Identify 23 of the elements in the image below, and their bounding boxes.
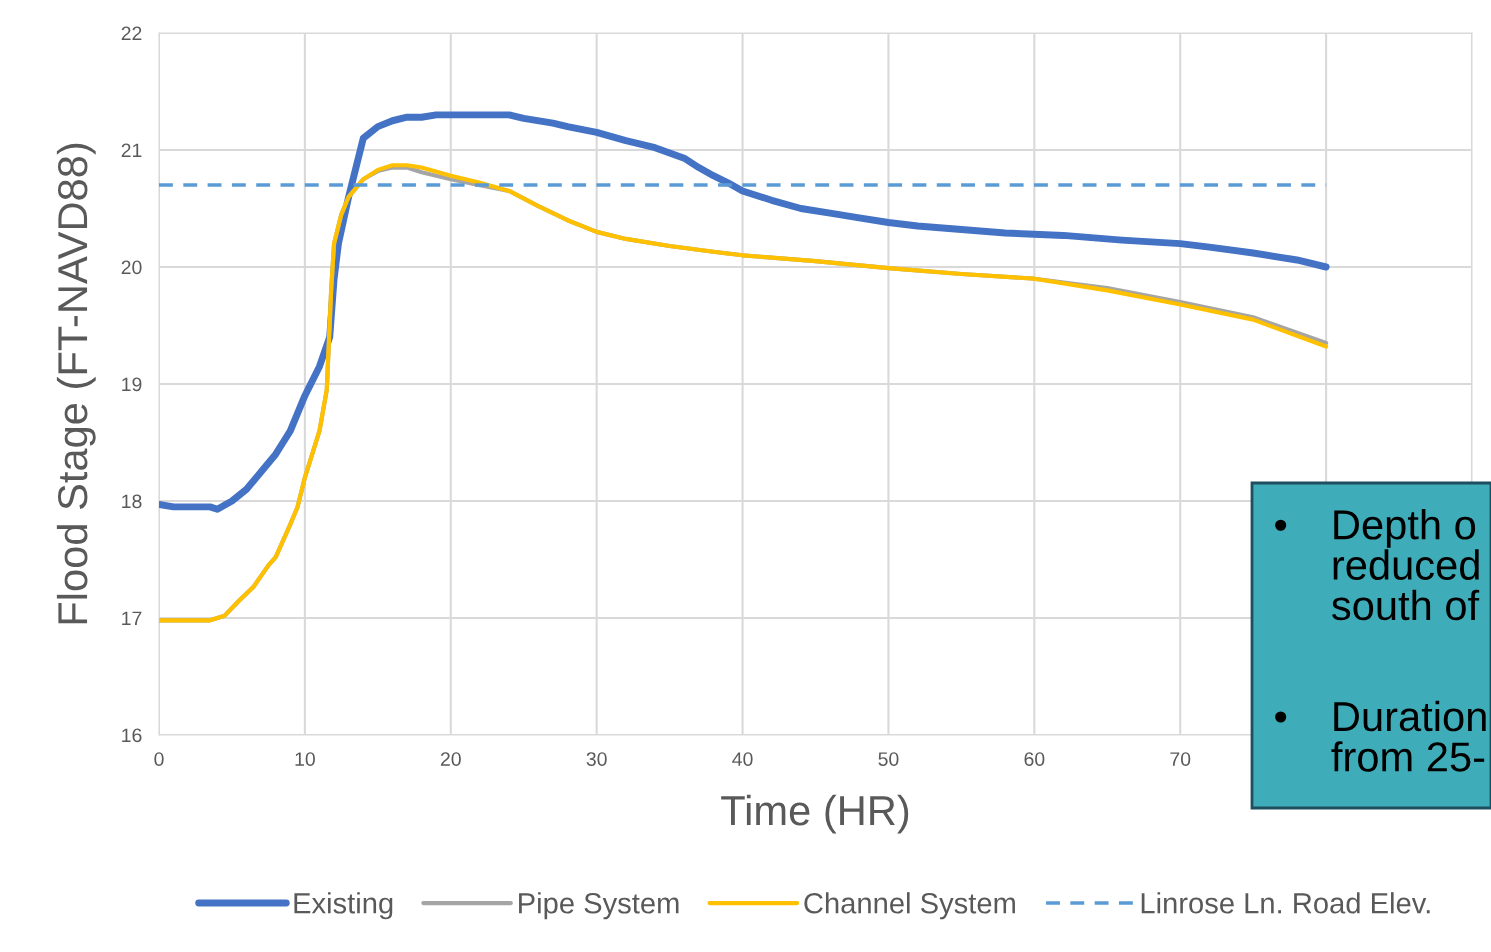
y-tick-label: 19: [122, 377, 142, 392]
legend-label: Channel System: [804, 892, 1015, 920]
legend-label: Existing: [294, 892, 393, 920]
annotation: Depth o reduced south of: [1332, 509, 1480, 621]
y-tick-label: 16: [122, 728, 142, 743]
y-axis-title: Flood Stage (FT-NAVD88): [56, 143, 96, 624]
x-tick-label: 30: [586, 752, 607, 766]
y-tick-label: 18: [122, 494, 142, 509]
y-tick-label: 17: [122, 611, 142, 626]
x-tick-label: 70: [1170, 752, 1191, 766]
x-tick-label: 0: [154, 752, 164, 766]
legend-label: Pipe System: [519, 892, 679, 920]
x-tick-label: 60: [1024, 752, 1045, 766]
x-tick-label: 40: [732, 752, 753, 766]
y-tick-label: 21: [121, 143, 142, 158]
x-tick-label: 20: [440, 752, 461, 766]
x-tick-label: 50: [878, 752, 899, 766]
legend-label: Linrose Ln. Road Elev.: [1141, 892, 1430, 914]
x-tick-label: 10: [295, 752, 315, 766]
annotation: Duration from 25-: [1331, 700, 1486, 772]
y-tick-label: 20: [121, 260, 142, 275]
y-tick-label: 22: [121, 26, 142, 41]
x-axis-title: Time (HR): [721, 794, 909, 834]
